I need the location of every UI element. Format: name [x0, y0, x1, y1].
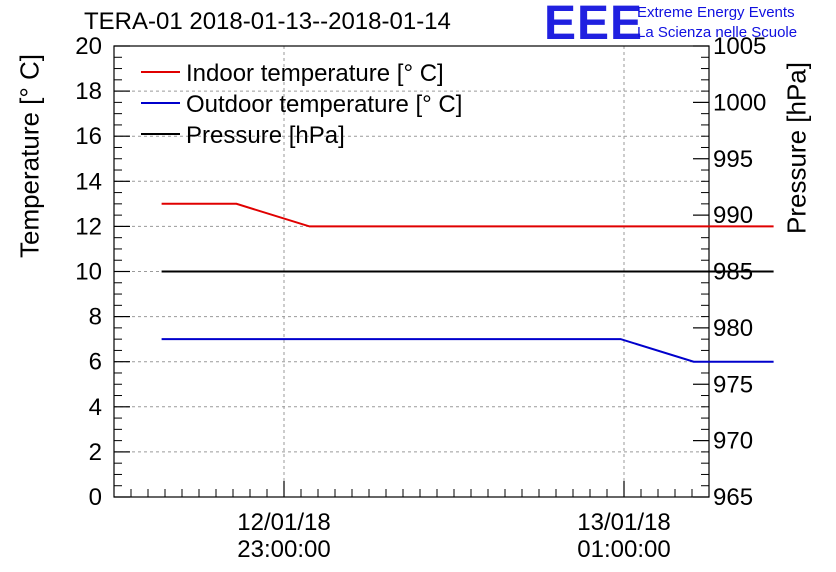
left-tick-label: 0 — [89, 484, 102, 511]
right-tick-label: 970 — [713, 428, 753, 455]
legend-label: Outdoor temperature [° C] — [186, 91, 462, 118]
left-tick-label: 18 — [75, 78, 102, 105]
right-tick-label: 1000 — [713, 89, 766, 116]
left-tick-label: 16 — [75, 123, 102, 150]
left-tick-label: 12 — [75, 213, 102, 240]
chart-title: TERA-01 2018-01-13--2018-01-14 — [84, 8, 451, 35]
left-tick-label: 2 — [89, 439, 102, 466]
series-line — [161, 202, 774, 228]
x-tick-time-label: 23:00:00 — [237, 536, 330, 563]
legend-label: Pressure [hPa] — [186, 122, 345, 149]
left-tick-label: 6 — [89, 349, 102, 376]
left-tick-label: 8 — [89, 304, 102, 331]
right-tick-label: 965 — [713, 484, 753, 511]
left-tick-label: 20 — [75, 33, 102, 60]
logo-line-1: Extreme Energy Events — [637, 4, 795, 21]
x-tick-date-label: 13/01/18 — [577, 509, 670, 536]
series-line — [161, 338, 774, 363]
x-tick-time-label: 01:00:00 — [577, 536, 670, 563]
right-tick-label: 980 — [713, 315, 753, 342]
right-tick-label: 995 — [713, 146, 753, 173]
right-tick-label: 1005 — [713, 33, 766, 60]
left-tick-label: 4 — [89, 394, 102, 421]
left-tick-label: 14 — [75, 168, 102, 195]
right-tick-label: 990 — [713, 202, 753, 229]
legend-label: Indoor temperature [° C] — [186, 60, 444, 87]
eee-logo: EEE — [544, 0, 644, 50]
x-tick-date-label: 12/01/18 — [237, 509, 330, 536]
logo-line-2: La Scienza nelle Scuole — [637, 24, 798, 41]
left-tick-label: 10 — [75, 259, 102, 286]
right-tick-label: 975 — [713, 371, 753, 398]
